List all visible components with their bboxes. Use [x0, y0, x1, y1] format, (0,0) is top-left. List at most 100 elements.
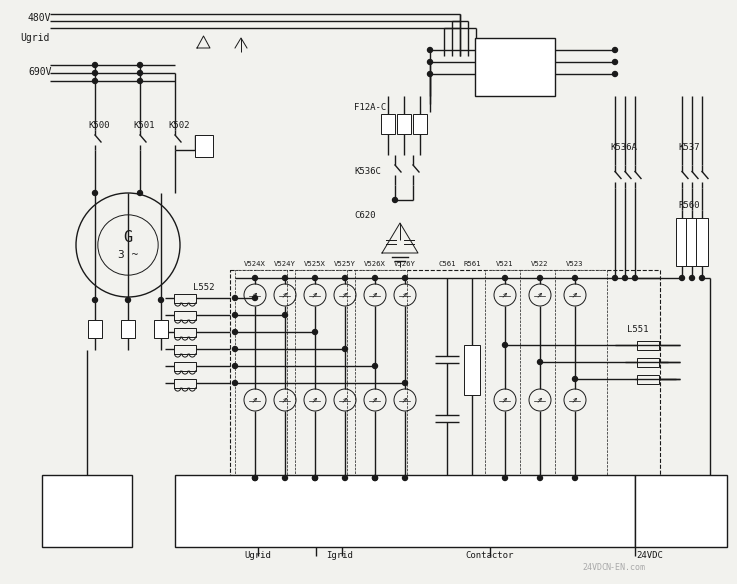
Circle shape	[537, 276, 542, 280]
Bar	[637, 340, 659, 349]
Text: DVP: DVP	[78, 510, 96, 520]
Text: K500: K500	[88, 120, 110, 130]
Circle shape	[612, 47, 618, 53]
Text: Filter: Filter	[497, 74, 533, 84]
Bar	[464, 345, 480, 395]
Text: 24VDC: 24VDC	[582, 564, 607, 572]
Circle shape	[680, 276, 685, 280]
Circle shape	[427, 71, 433, 77]
Text: V526Y: V526Y	[394, 261, 416, 267]
Circle shape	[372, 363, 377, 369]
Bar	[174, 328, 196, 336]
Text: K536C: K536C	[354, 168, 381, 176]
Circle shape	[158, 297, 164, 303]
Bar	[355, 270, 407, 478]
Circle shape	[612, 276, 618, 280]
Text: V524X: V524X	[244, 261, 266, 267]
Text: Contactor: Contactor	[466, 551, 514, 561]
Bar	[174, 294, 196, 303]
Circle shape	[612, 71, 618, 77]
Circle shape	[253, 475, 257, 481]
Bar	[637, 357, 659, 367]
Text: 3 ~: 3 ~	[118, 250, 138, 260]
Bar	[121, 320, 135, 338]
Circle shape	[573, 276, 578, 280]
Circle shape	[232, 381, 237, 385]
Bar	[175, 475, 635, 547]
Bar	[381, 114, 395, 134]
Circle shape	[612, 60, 618, 64]
Circle shape	[93, 71, 97, 75]
Circle shape	[253, 276, 257, 280]
Circle shape	[232, 312, 237, 318]
Text: V525X: V525X	[304, 261, 326, 267]
Circle shape	[573, 377, 578, 381]
Circle shape	[232, 296, 237, 301]
Circle shape	[282, 312, 287, 318]
Text: N-EN.com: N-EN.com	[605, 564, 645, 572]
Circle shape	[312, 475, 318, 481]
Circle shape	[282, 475, 287, 481]
Bar	[230, 270, 660, 480]
Circle shape	[372, 475, 377, 481]
Text: R560: R560	[678, 200, 699, 210]
Circle shape	[138, 78, 142, 84]
Circle shape	[93, 190, 97, 196]
Text: T54C: T54C	[669, 495, 693, 505]
Text: V524Y: V524Y	[274, 261, 296, 267]
Text: V521: V521	[496, 261, 514, 267]
Text: K501: K501	[133, 120, 155, 130]
Circle shape	[573, 475, 578, 481]
Text: L552: L552	[193, 283, 214, 293]
Text: K536A: K536A	[610, 144, 637, 152]
Bar	[686, 218, 698, 266]
Text: L551: L551	[627, 325, 649, 335]
Text: V525Y: V525Y	[334, 261, 356, 267]
Bar	[174, 378, 196, 388]
Text: C562: C562	[503, 50, 527, 60]
Circle shape	[503, 276, 508, 280]
Text: V526X: V526X	[364, 261, 386, 267]
Bar	[235, 270, 287, 478]
Bar	[676, 218, 688, 266]
Text: V523: V523	[566, 261, 584, 267]
Bar	[295, 270, 347, 478]
Bar	[635, 475, 727, 547]
Circle shape	[253, 475, 257, 481]
Text: K502: K502	[168, 120, 189, 130]
Text: R561: R561	[464, 261, 481, 267]
Bar	[555, 270, 607, 478]
Circle shape	[632, 276, 638, 280]
Text: Igrid: Igrid	[326, 551, 354, 561]
Bar	[696, 218, 708, 266]
Circle shape	[138, 62, 142, 68]
Circle shape	[138, 71, 142, 75]
Circle shape	[312, 329, 318, 335]
Text: G: G	[123, 230, 133, 245]
Text: 690V: 690V	[28, 67, 52, 77]
Text: 480V: 480V	[28, 13, 52, 23]
Bar	[174, 361, 196, 370]
Text: CT297: CT297	[72, 495, 102, 505]
Text: CT318: CT318	[384, 498, 426, 512]
Circle shape	[393, 197, 397, 203]
Circle shape	[402, 381, 408, 385]
Text: Ugrid: Ugrid	[245, 551, 271, 561]
Text: V522: V522	[531, 261, 549, 267]
Bar	[42, 475, 132, 547]
Circle shape	[402, 475, 408, 481]
Circle shape	[427, 47, 433, 53]
Text: K537: K537	[678, 144, 699, 152]
Circle shape	[93, 62, 97, 68]
Text: EMC-: EMC-	[503, 62, 527, 72]
Circle shape	[343, 346, 348, 352]
Text: F12A-C: F12A-C	[354, 103, 386, 113]
Circle shape	[93, 297, 97, 303]
Bar	[475, 38, 555, 96]
Bar	[174, 311, 196, 319]
Circle shape	[125, 297, 130, 303]
Circle shape	[282, 276, 287, 280]
Circle shape	[372, 276, 377, 280]
Bar	[88, 320, 102, 338]
Circle shape	[372, 475, 377, 481]
